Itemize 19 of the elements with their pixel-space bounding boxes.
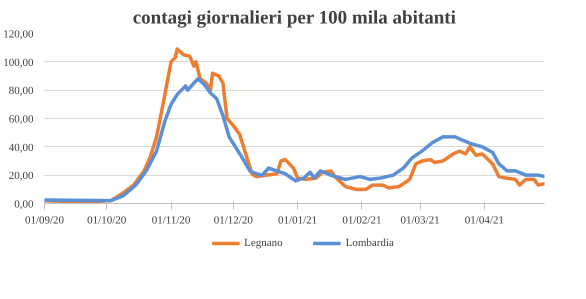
x-tick-label: 01/02/21 — [342, 214, 382, 226]
chart-title: contagi giornalieri per 100 mila abitanti — [132, 8, 456, 28]
y-tick-label: 0,00 — [14, 198, 34, 210]
y-tick-label: 80,00 — [8, 85, 34, 98]
x-tick-label: 01/09/20 — [24, 214, 65, 226]
x-tick-label: 01/04/21 — [464, 214, 504, 226]
y-tick-label: 120,00 — [3, 28, 34, 40]
x-tick-label: 01/12/20 — [214, 214, 254, 226]
x-tick-label: 01/03/21 — [400, 214, 440, 226]
line-series — [44, 77, 544, 202]
legend-label: Legnano — [244, 237, 283, 249]
x-tick-label: 01/10/20 — [87, 214, 127, 226]
legend-label: Lombardia — [346, 237, 394, 249]
x-tick-label: 01/01/21 — [278, 214, 318, 226]
y-tick-label: 60,00 — [8, 114, 34, 126]
y-tick-label: 100,00 — [3, 56, 34, 69]
x-tick-label: 01/11/20 — [152, 214, 191, 226]
y-tick-label: 40,00 — [8, 142, 34, 154]
y-tick-label: 20,00 — [8, 170, 34, 182]
